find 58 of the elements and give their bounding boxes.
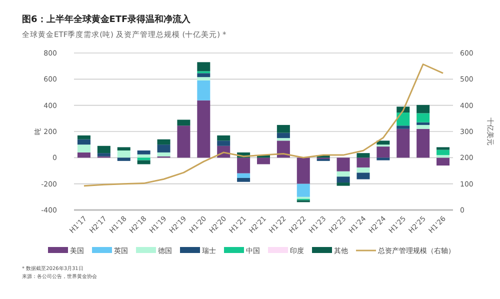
bar [296, 158, 310, 184]
bar [336, 182, 350, 186]
bar [396, 112, 410, 126]
bar [237, 173, 250, 178]
bar [356, 153, 370, 158]
bar [356, 158, 370, 168]
bar [296, 184, 310, 197]
line-series [83, 64, 444, 187]
bar [376, 158, 390, 160]
bar [77, 139, 90, 145]
bar [117, 147, 130, 150]
bar [436, 155, 450, 158]
bar [436, 147, 450, 150]
bar [416, 128, 430, 158]
bar [197, 77, 210, 80]
bar [137, 158, 150, 160]
bar [77, 135, 90, 140]
bar [217, 140, 230, 146]
bar [197, 80, 210, 100]
bar [97, 146, 110, 154]
bar [257, 158, 270, 164]
bar [276, 132, 290, 138]
bar [376, 140, 390, 145]
bar [137, 154, 150, 158]
bar [157, 152, 170, 156]
bar [77, 144, 90, 152]
bar [416, 122, 430, 125]
bar [117, 158, 130, 161]
bar [97, 153, 110, 156]
bar [276, 138, 290, 141]
bar [336, 158, 350, 172]
bar [396, 126, 410, 129]
bar [137, 150, 150, 154]
bar [197, 100, 210, 158]
bar [336, 171, 350, 177]
bar [416, 113, 430, 122]
bar [237, 178, 250, 182]
bar [197, 62, 210, 72]
bar [356, 167, 370, 173]
bar [237, 158, 250, 174]
bar [157, 144, 170, 152]
bar [177, 120, 190, 126]
bar [356, 172, 370, 180]
bar [117, 150, 130, 158]
bar [217, 135, 230, 141]
bar [416, 124, 430, 129]
bar [77, 152, 90, 158]
bar [416, 104, 430, 114]
bar [177, 126, 190, 158]
bar [336, 176, 350, 183]
bar [276, 124, 290, 133]
bar [436, 158, 450, 166]
bar [157, 139, 170, 145]
bar [197, 73, 210, 78]
bar [396, 128, 410, 158]
chart-title: 图6：上半年全球黄金ETF录得温和净流入 [22, 14, 192, 25]
bar [376, 146, 390, 158]
bar [436, 150, 450, 156]
